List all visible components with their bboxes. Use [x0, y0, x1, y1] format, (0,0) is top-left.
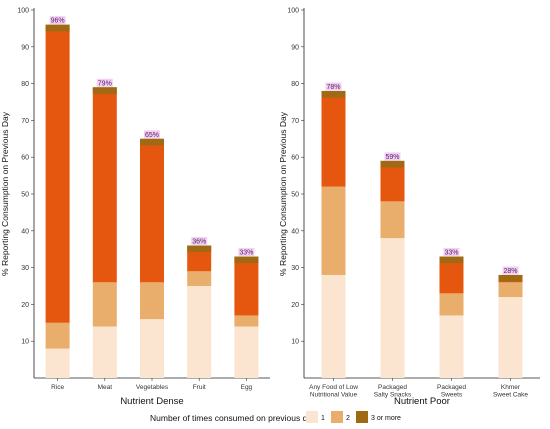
- y-tick-label: 100: [17, 8, 29, 15]
- bar-cap: [45, 24, 70, 32]
- legend-swatch-1: [306, 411, 318, 423]
- y-tick-label: 80: [291, 81, 299, 88]
- data-label: 78%: [326, 84, 340, 91]
- y-tick-label: 50: [291, 192, 299, 199]
- data-label-highlight: [443, 248, 460, 257]
- bar-segment-2-packaged-salty-snacks: [380, 201, 405, 239]
- y-axis-title: % Reporting Consumption on Previous Day: [278, 111, 288, 276]
- bar-segment-2-egg: [234, 315, 259, 327]
- bar-segment-3-or-more-packaged-salty-snacks: [380, 160, 405, 202]
- bar-segment-3-or-more-egg: [234, 256, 259, 316]
- data-label: 33%: [239, 250, 253, 257]
- x-tick-label: Fruit: [193, 384, 206, 391]
- y-tick-label: 60: [21, 155, 29, 162]
- data-label-highlight: [96, 78, 113, 87]
- legend-swatch-2: [331, 411, 343, 423]
- data-label: 28%: [503, 268, 517, 275]
- y-tick-label: 30: [21, 265, 29, 272]
- bar-segment-1-packaged-sweets: [439, 315, 464, 378]
- x-tick-label: Sweets: [441, 392, 463, 399]
- bar-segment-1-vegetables: [140, 319, 164, 378]
- bar-cap: [439, 256, 464, 264]
- y-tick-label: 10: [21, 339, 29, 346]
- x-tick-label: Khmer: [501, 384, 521, 391]
- data-label-highlight: [144, 130, 160, 139]
- y-tick-label: 10: [291, 339, 299, 346]
- legend-title: Number of times consumed on previous day: [150, 413, 317, 423]
- bar-segment-1-khmer-sweet-cake: [498, 297, 523, 378]
- bar-segment-2-vegetables: [140, 282, 164, 320]
- bar-segment-1-egg: [234, 326, 259, 378]
- legend-label: 1: [321, 415, 325, 422]
- chart-panel-2: 10 20 30 40 50 60 70 80 90 100 % Reporting Consump…: [278, 8, 540, 407]
- y-tick-label: 40: [21, 228, 29, 235]
- data-label: 65%: [145, 132, 159, 139]
- bar-segment-1-any-food-of-low-nutritional-value: [321, 274, 346, 378]
- bar-segment-2-any-food-of-low-nutritional-value: [321, 186, 346, 275]
- x-tick-label: Packaged: [437, 384, 466, 391]
- x-tick-label: Salty Snacks: [374, 392, 412, 399]
- x-tick-label: Any Food of Low: [309, 384, 358, 391]
- data-label-highlight: [238, 248, 255, 257]
- legend: Number of times consumed on previous day…: [150, 411, 401, 423]
- bar-segment-1-fruit: [187, 286, 212, 378]
- y-tick-label: 90: [291, 44, 299, 51]
- bar-segment-1-rice: [45, 348, 70, 378]
- legend-swatch-3-or-more: [356, 411, 368, 423]
- data-label-highlight: [325, 82, 342, 91]
- bar-segment-2-fruit: [187, 271, 212, 286]
- data-label-highlight: [49, 16, 66, 25]
- legend-label: 3 or more: [371, 415, 401, 422]
- x-axis-title: Nutrient Poor: [394, 396, 450, 407]
- bar-segment-2-packaged-sweets: [439, 293, 464, 316]
- bar-segment-2-rice: [45, 322, 70, 349]
- y-tick-label: 30: [291, 265, 299, 272]
- bar-segment-3-or-more-meat: [92, 87, 117, 283]
- bar-cap: [140, 138, 164, 146]
- data-label-highlight: [502, 266, 519, 275]
- data-label: 33%: [444, 250, 458, 257]
- bar-segment-3-or-more-any-food-of-low-nutritional-value: [321, 90, 346, 187]
- legend-label: 2: [346, 415, 350, 422]
- bar-cap: [234, 256, 259, 264]
- x-tick-label: Nutritional Value: [310, 392, 358, 399]
- y-tick-label: 60: [291, 155, 299, 162]
- data-label: 96%: [51, 18, 65, 25]
- x-tick-label: Packaged: [378, 384, 407, 391]
- data-label-highlight: [191, 237, 208, 246]
- x-tick-label: Sweet Cake: [493, 392, 528, 399]
- x-tick-label: Rice: [51, 384, 64, 391]
- x-tick-label: Meat: [98, 384, 113, 391]
- bar-segment-3-or-more-vegetables: [140, 138, 164, 283]
- x-tick-label: Vegetables: [136, 384, 169, 391]
- y-tick-label: 100: [287, 8, 299, 15]
- bar-cap: [92, 87, 117, 94]
- y-tick-label: 50: [21, 192, 29, 199]
- y-axis-title: % Reporting Consumption on Previous Day: [0, 111, 10, 276]
- bar-cap: [498, 274, 523, 282]
- data-label: 59%: [385, 154, 399, 161]
- chart-panel-1: 10 20 30 40 50 60 70 80 90 100 % Reporting Consump…: [0, 8, 270, 407]
- bar-segment-3-or-more-rice: [45, 24, 70, 323]
- y-tick-label: 40: [291, 228, 299, 235]
- bar-segment-1-packaged-salty-snacks: [380, 238, 405, 378]
- data-label: 79%: [98, 80, 112, 87]
- x-tick-label: Egg: [241, 384, 253, 391]
- x-axis-title: Nutrient Dense: [120, 396, 183, 407]
- bar-segment-1-meat: [92, 326, 117, 378]
- bar-cap: [321, 90, 346, 98]
- bar-cap: [380, 160, 405, 168]
- y-tick-label: 20: [21, 302, 29, 309]
- y-tick-label: 90: [21, 44, 29, 51]
- bar-segment-2-khmer-sweet-cake: [498, 282, 523, 298]
- y-tick-label: 20: [291, 302, 299, 309]
- data-label-highlight: [384, 152, 401, 161]
- data-label: 36%: [192, 239, 206, 246]
- y-tick-label: 70: [291, 118, 299, 125]
- bar-cap: [187, 245, 212, 253]
- bar-segment-2-meat: [92, 282, 117, 327]
- y-tick-label: 80: [21, 81, 29, 88]
- y-tick-label: 70: [21, 118, 29, 125]
